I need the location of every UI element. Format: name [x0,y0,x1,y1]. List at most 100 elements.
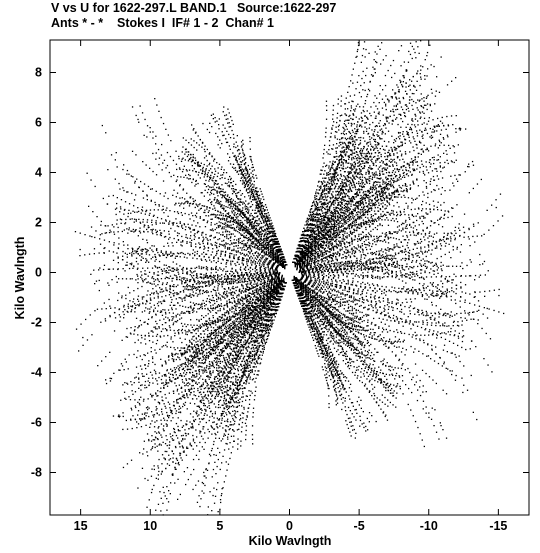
uv-point [153,369,156,371]
uv-point [304,296,306,298]
uv-point [264,234,266,236]
uv-point [257,245,259,247]
uv-point [336,155,338,158]
uv-point [345,326,347,329]
uv-point [245,376,247,378]
uv-point [361,77,363,80]
uv-point [364,89,366,92]
uv-point [245,167,247,169]
uv-point [367,141,369,144]
uv-point [375,105,377,107]
uv-point [335,317,337,320]
uv-point [236,362,238,365]
uv-point [333,335,335,337]
uv-point [241,319,243,321]
uv-point [175,457,178,459]
uv-point [237,399,239,402]
uv-point [402,165,405,168]
uv-point [401,84,403,86]
uv-point [339,177,341,180]
uv-point [328,318,331,320]
uv-point [256,347,258,350]
uv-point [217,458,219,461]
uv-point [372,374,374,376]
uv-point [387,69,389,72]
uv-point [196,445,198,447]
uv-point [230,177,232,180]
uv-point [270,245,272,247]
uv-point [411,123,413,126]
uv-point [312,327,314,329]
uv-point [412,75,414,78]
uv-point [383,381,386,383]
uv-point [358,75,360,77]
uv-point [258,244,261,246]
uv-point [233,324,236,327]
uv-point [122,384,124,386]
uv-point [353,428,355,431]
uv-point [356,182,358,184]
uv-point [368,381,371,383]
uv-point [354,185,356,188]
uv-point [229,207,231,209]
uv-point [138,387,140,389]
uv-point [235,417,237,419]
uv-point [155,509,157,511]
uv-point [360,84,362,87]
uv-point [205,468,207,470]
uv-point [320,240,322,242]
uv-point [451,80,453,82]
uv-point [415,57,417,59]
uv-point [229,388,231,390]
uv-point [140,419,142,422]
uv-point [229,347,231,349]
uv-point [359,142,362,144]
uv-point [248,209,250,211]
uv-point [370,371,372,373]
uv-point [377,131,379,133]
uv-point [273,303,275,305]
uv-point [158,458,160,461]
uv-point [162,486,164,488]
uv-point [216,346,218,348]
uv-point [362,363,365,365]
uv-point [131,409,133,411]
uv-point [415,161,417,163]
uv-point [360,169,362,171]
uv-point [209,416,211,418]
uv-point [368,176,370,178]
uv-point [405,86,407,88]
uv-point [246,333,249,335]
uv-point [316,219,319,221]
uv-point [242,358,245,360]
uv-point [185,148,187,150]
uv-point [202,426,204,428]
uv-point [192,357,194,360]
uv-point [261,340,263,342]
uv-point [225,326,227,328]
uv-point [347,340,349,342]
uv-point [295,278,298,281]
uv-point [250,195,252,197]
uv-point [213,502,216,504]
uv-point [238,404,240,407]
uv-point [192,178,194,180]
uv-point [300,288,302,290]
uv-point [193,468,195,471]
uv-point [389,385,391,387]
uv-point [353,158,355,160]
uv-point [306,304,309,306]
uv-point [203,330,205,332]
uv-point [408,85,410,87]
uv-point [333,224,336,226]
uv-point [144,384,146,386]
uv-point [221,184,223,186]
uv-point [222,124,224,126]
uv-point [172,461,174,463]
uv-point [360,112,363,114]
uv-point [241,396,243,398]
uv-point [177,437,179,439]
uv-point [310,297,312,299]
uv-point [336,147,338,149]
uv-point [246,221,248,223]
